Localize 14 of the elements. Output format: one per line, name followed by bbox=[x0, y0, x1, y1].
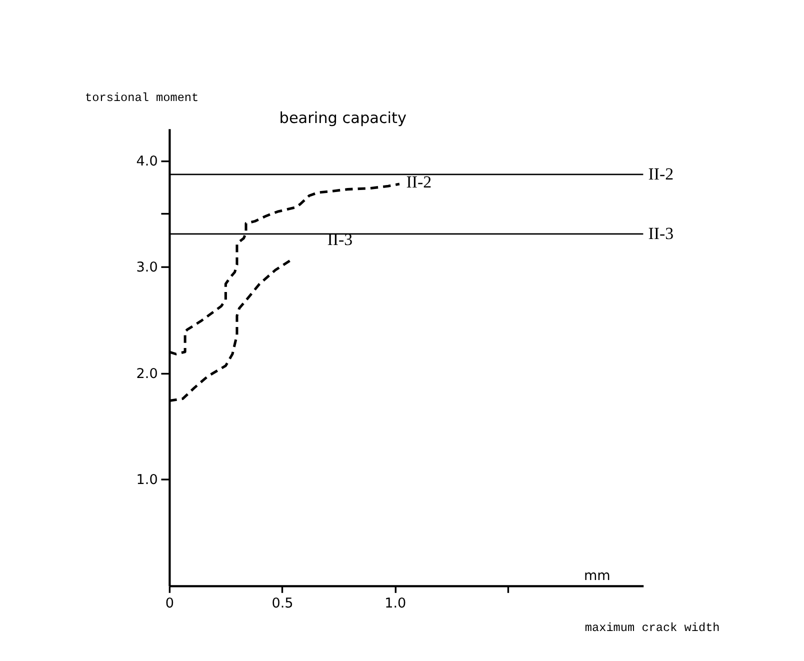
x-tick-label: 0.5 bbox=[272, 595, 294, 612]
x-tick-label: 1.0 bbox=[384, 595, 406, 612]
y-tick-label: 1.0 bbox=[136, 472, 158, 488]
y-tick-label: 3.0 bbox=[136, 260, 158, 276]
series-label: II-2 bbox=[406, 172, 432, 192]
ref-line-label: II-2 bbox=[648, 164, 674, 184]
y-axis-title: torsional moment bbox=[85, 91, 199, 106]
ref-line-label: II-3 bbox=[648, 224, 674, 244]
annotation: mm bbox=[584, 568, 610, 584]
x-tick-label: 0 bbox=[165, 595, 174, 612]
x-axis-title: maximum crack width bbox=[584, 621, 720, 636]
y-tick-label: 2.0 bbox=[136, 366, 158, 382]
text: bearing capacity bbox=[279, 108, 407, 127]
y-tick-label: 4.0 bbox=[136, 153, 158, 170]
